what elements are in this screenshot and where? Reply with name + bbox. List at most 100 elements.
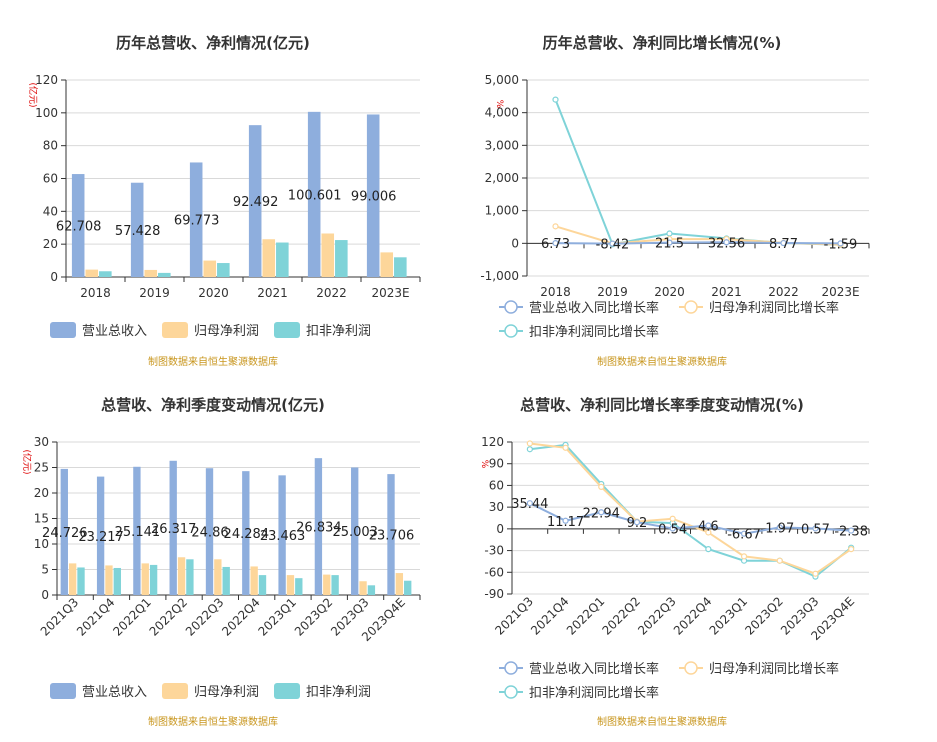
data-point (669, 525, 676, 532)
legend-marker[interactable] (504, 324, 518, 338)
chart-title: 总营收、净利同比增长率季度变动情况(%) (520, 396, 804, 414)
x-tick-label: 2019 (139, 286, 170, 300)
source-note: 制图数据来自恒生聚源数据库 (597, 715, 727, 728)
legend-swatch[interactable] (50, 683, 76, 699)
x-tick-label: 2021 (711, 285, 742, 299)
data-point (598, 509, 605, 516)
legend-label[interactable]: 营业总收入 (82, 685, 147, 700)
y-tick-label: 30 (34, 435, 49, 449)
x-tick-label: 2023Q1 (255, 595, 299, 639)
bar-2 (323, 574, 331, 595)
bar-3 (99, 271, 112, 277)
source-note: 制图数据来自恒生聚源数据库 (148, 715, 278, 728)
legend-label[interactable]: 归母净利润同比增长率 (709, 300, 839, 316)
y-tick-label: 80 (43, 139, 58, 153)
x-tick-label: 2022Q4 (671, 594, 715, 638)
y-tick-label: 20 (34, 486, 49, 500)
data-point (780, 239, 787, 247)
data-label: 23.463 (260, 529, 306, 544)
data-point (705, 546, 712, 553)
bar-2 (250, 566, 258, 595)
y-tick-label: 10 (34, 537, 49, 551)
legend-marker[interactable] (504, 300, 518, 314)
y-unit-label: (亿元) (21, 449, 33, 474)
bar-2 (105, 565, 113, 595)
legend-swatch[interactable] (162, 683, 188, 699)
legend-label[interactable]: 营业总收入 (82, 324, 147, 339)
bar-3 (367, 585, 376, 595)
legend-label[interactable]: 营业总收入同比增长率 (529, 300, 659, 316)
y-tick-label: 90 (489, 457, 504, 471)
bar-2 (321, 233, 335, 277)
bar-1 (169, 460, 177, 595)
chart-panel-4: 总营收、净利同比增长率季度变动情况(%)% -90 -60 -30 0 30 60 90 120… (479, 396, 870, 728)
data-label: 25.003 (332, 525, 378, 540)
legend-label[interactable]: 营业总收入同比增长率 (529, 661, 659, 677)
bar-3 (186, 559, 194, 595)
legend-label[interactable]: 扣非净利润同比增长率 (529, 324, 659, 340)
y-tick-label: 60 (489, 478, 504, 492)
data-point (598, 483, 605, 490)
bar-3 (404, 580, 412, 595)
chart-title: 历年总营收、净利情况(亿元) (116, 34, 310, 52)
data-label: -2.38 (834, 525, 868, 540)
bar-3 (258, 575, 267, 595)
legend-label[interactable]: 归母净利润 (194, 685, 259, 700)
bar-2 (141, 563, 149, 595)
bar-1 (248, 125, 262, 277)
data-label: 100.601 (288, 188, 342, 203)
data-label: 0.57 (801, 522, 830, 537)
legend-swatch[interactable] (50, 322, 76, 338)
legend-marker[interactable] (684, 300, 698, 314)
data-label: -6.67 (727, 528, 761, 543)
legend-marker[interactable] (504, 661, 518, 675)
bar-3 (149, 564, 158, 595)
bar-1 (351, 467, 359, 595)
legend-label[interactable]: 扣非净利润 (306, 324, 371, 339)
x-tick-label: 2023Q1 (707, 594, 751, 638)
bar-3 (113, 567, 121, 595)
x-tick-label: 2023Q2 (292, 595, 336, 639)
data-point (526, 446, 533, 453)
y-tick-label: 60 (43, 172, 58, 186)
legend-swatch[interactable] (274, 683, 300, 699)
bar-3 (217, 263, 230, 277)
data-point (633, 519, 641, 526)
bar-2 (395, 573, 404, 595)
data-label: 1.97 (765, 521, 794, 536)
x-tick-label: 2020 (198, 286, 229, 300)
y-tick-label: 25 (34, 461, 49, 475)
legend-label[interactable]: 扣非净利润 (306, 685, 371, 700)
x-tick-label: 2022Q2 (599, 594, 643, 638)
data-label: 24.726 (42, 526, 88, 541)
x-tick-label: 2018 (540, 285, 571, 299)
y-tick-label: 5,000 (485, 73, 519, 87)
bar-1 (133, 466, 141, 595)
x-tick-label: 2023E (821, 285, 859, 299)
data-label: 22.94 (583, 506, 620, 521)
chart-panel-1: 历年总营收、净利情况(亿元) (亿元) 0 20 40 60 80 100 120 2018 201… (27, 34, 421, 368)
data-point (552, 223, 559, 230)
y-tick-label: 1,000 (485, 204, 519, 218)
y-tick-label: 3,000 (485, 138, 519, 152)
x-tick-label: 2023Q2 (742, 594, 786, 638)
legend-marker[interactable] (504, 685, 518, 699)
data-point (837, 240, 844, 247)
legend-label[interactable]: 扣非净利润同比增长率 (529, 685, 659, 701)
y-tick-label: -60 (484, 565, 504, 579)
bar-3 (331, 575, 339, 595)
legend-swatch[interactable] (274, 322, 300, 338)
legend-label[interactable]: 归母净利润 (194, 324, 259, 339)
data-label: 11.17 (547, 515, 584, 530)
x-tick-label: 2022Q3 (183, 595, 227, 639)
legend-label[interactable]: 归母净利润同比增长率 (709, 661, 839, 677)
legend-swatch[interactable] (162, 322, 188, 338)
y-tick-label: -90 (484, 587, 504, 601)
data-point (812, 570, 819, 577)
series-line-3 (529, 443, 852, 578)
x-tick-label: 2022Q3 (635, 594, 679, 638)
data-point (776, 524, 783, 531)
legend-marker[interactable] (684, 661, 698, 675)
series-line-1 (555, 241, 841, 245)
data-label: 26.317 (151, 522, 197, 537)
